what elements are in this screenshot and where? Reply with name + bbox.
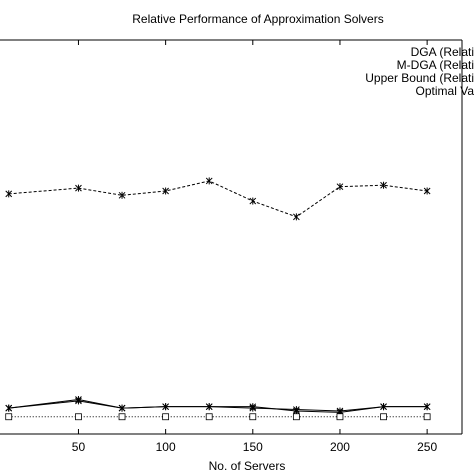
legend-entry-label: M-DGA (Relati <box>397 58 474 72</box>
data-point-marker <box>5 190 13 198</box>
data-point-marker <box>162 187 169 195</box>
series-group <box>5 177 431 221</box>
data-point-marker <box>249 413 257 421</box>
x-ticks: 50 100 150 200 250 <box>72 40 437 454</box>
legend-entry-label: DGA (Relati <box>411 45 474 59</box>
x-tick-label: 50 <box>72 440 86 454</box>
data-point-marker <box>380 403 387 411</box>
data-point-marker <box>118 191 126 199</box>
data-point-marker <box>162 413 170 421</box>
series-layer <box>5 177 431 421</box>
data-point-marker <box>162 403 169 411</box>
data-point-marker <box>205 403 213 411</box>
x-tick-label: 250 <box>417 440 437 454</box>
data-point-marker <box>423 403 431 411</box>
data-point-marker <box>118 413 126 421</box>
data-point-marker <box>205 413 213 421</box>
data-point-marker <box>249 197 257 205</box>
x-axis-label: No. of Servers <box>209 459 286 473</box>
series-group <box>5 395 431 416</box>
series-line <box>8 400 428 412</box>
data-point-marker <box>249 404 257 412</box>
legend-entry-label: Optimal Va <box>416 84 474 98</box>
data-point-marker <box>423 187 431 195</box>
data-point-marker <box>75 397 82 405</box>
data-point-marker <box>336 183 344 191</box>
series-line <box>8 180 428 218</box>
data-point-marker <box>336 413 344 421</box>
legend-entry-label: Upper Bound (Relati <box>365 71 474 85</box>
data-point-marker <box>380 181 387 189</box>
data-point-marker <box>380 413 387 421</box>
data-point-marker <box>75 413 82 421</box>
series-line <box>8 398 428 413</box>
data-point-marker <box>205 177 213 185</box>
x-tick-label: 200 <box>330 440 350 454</box>
data-point-marker <box>118 404 126 412</box>
series-group <box>5 413 431 421</box>
x-tick-label: 150 <box>243 440 263 454</box>
data-point-marker <box>293 213 300 221</box>
data-point-marker <box>5 413 13 421</box>
data-point-marker <box>423 413 431 421</box>
series-group <box>5 397 431 415</box>
data-point-marker <box>75 184 82 192</box>
x-tick-label: 100 <box>156 440 176 454</box>
axes <box>0 39 463 435</box>
data-point-marker <box>292 413 300 421</box>
data-point-marker <box>293 406 300 414</box>
data-point-marker <box>5 404 13 412</box>
chart-title: Relative Performance of Approximation So… <box>132 12 383 26</box>
data-point-marker <box>336 407 344 415</box>
